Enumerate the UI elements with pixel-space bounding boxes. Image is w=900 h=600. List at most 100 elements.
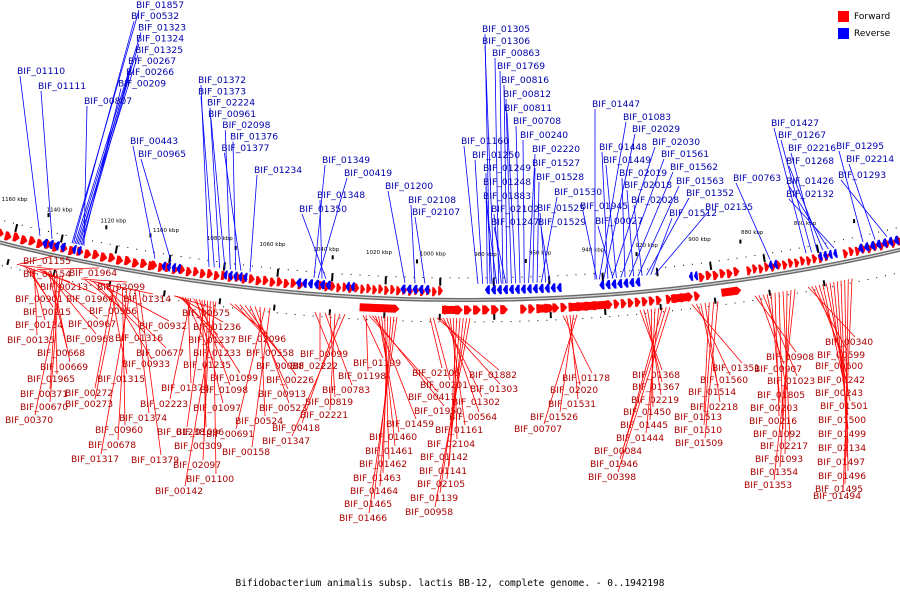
leader-line-reverse [80,77,130,246]
gene-reverse [238,272,243,282]
gene-forward [390,285,396,295]
gene-forward [752,264,758,274]
gene-label-reverse: BIF_01883 [483,191,531,202]
leader-line-reverse [773,127,807,254]
gene-reverse [233,271,238,281]
gene-label-forward: BIF_00242 [817,375,865,386]
gene-label-forward: BIF_01368 [632,370,680,381]
leader-line-reverse [541,196,558,283]
leader-line-reverse [848,163,876,240]
leader-line-reverse [532,167,536,283]
leader-line-forward [89,280,154,295]
gene-reverse [538,283,544,293]
gene-label-forward: BIF_02096 [238,334,286,345]
gene-forward [19,235,28,245]
gene-forward [641,297,648,307]
gene-forward [665,294,672,304]
leader-line-forward [198,299,231,386]
leader-line-reverse [74,32,142,244]
gene-reverse [893,235,900,245]
leader-line-reverse [387,190,406,284]
gene-forward [283,278,290,288]
leader-line-forward [436,317,500,371]
gene-label-reverse: BIF_01376 [230,132,278,143]
gene-reverse [424,285,430,295]
leader-line-forward [543,314,578,425]
leader-line-forward [773,289,796,481]
gene-label-forward: BIF_01374 [119,413,167,424]
gene-label-reverse: BIF_01350 [299,204,347,215]
leader-line-forward [619,307,667,460]
tick-label: 860 kbp [794,221,817,227]
gene-label-forward: BIF_00600 [815,361,863,372]
leader-line-reverse [598,121,627,280]
gene-reverse [556,283,562,293]
gene-reverse [350,282,355,292]
tick-mark-inner [604,308,607,315]
gene-forward [473,305,481,315]
gene-label-forward: BIF_01509 [675,438,723,449]
gene-forward [123,255,132,266]
gene-label-forward: BIF_01023 [767,376,815,387]
leader-line-forward [822,284,846,389]
gene-label-forward: BIF_01510 [674,425,722,436]
gene-forward [758,264,764,274]
leader-line-reverse [232,141,237,271]
map-title: Bifidobacterium animalis subsp. lactis B… [235,578,665,589]
leader-line-forward [235,307,266,430]
leader-line-forward [758,295,785,365]
leader-line-reverse [605,164,617,279]
gene-label-forward: BIF_01531 [548,399,596,410]
gene-reverse [418,285,424,294]
gene-forward [115,255,124,265]
gene-label-reverse: BIF_01306 [482,36,530,47]
gene-forward [570,300,611,312]
gene-forward [528,304,536,314]
gene-reverse [319,280,326,290]
gene-reverse [400,284,406,294]
leader-line-forward [704,302,721,403]
gene-label-forward: BIF_01805 [757,390,805,401]
gene-label-reverse: BIF_01200 [385,181,433,192]
gene-forward [441,305,462,314]
gene-label-forward: BIF_01097 [193,403,241,414]
gene-reverse [42,238,49,248]
gene-label-forward: BIF_00309 [174,441,222,452]
gene-reverse [887,236,894,247]
leader-line-forward [94,285,115,389]
leader-line-reverse [83,105,88,246]
gene-forward [396,286,402,296]
gene-label-forward: BIF_00213 [40,282,88,293]
gene-reverse [833,248,838,258]
tick-mark [276,268,280,277]
leader-line-reverse [788,185,829,250]
gene-forward [199,269,206,279]
marker [105,225,108,230]
gene-label-reverse: BIF_00027 [595,216,643,227]
marker [47,213,50,218]
gene-reverse [295,278,302,288]
gene-label-forward: BIF_00669 [40,362,88,373]
leader-line-reverse [628,171,674,278]
gene-forward [372,285,378,295]
gene-label-forward: BIF_01497 [817,457,865,468]
gene-label-reverse: BIF_01305 [482,24,530,35]
gene-forward [763,262,770,272]
gene-forward [262,275,269,285]
leader-line-forward [134,289,150,414]
gene-forward [185,267,192,277]
leader-line-forward [703,301,715,426]
tick-label: 1000 kbp [420,252,446,258]
leader-line-forward [100,288,132,455]
leader-line-forward [202,300,211,461]
gene-reverse [863,242,870,252]
gene-label-reverse: BIF_01267 [778,130,826,141]
tick-label: 920 kbp [635,243,658,249]
gene-label-forward: BIF_01093 [755,454,803,465]
gene-forward [131,258,140,268]
gene-label-reverse: BIF_01449 [603,155,651,166]
leader-line-reverse [654,211,709,275]
gene-label-reverse: BIF_00267 [128,56,176,67]
tick-label: 960 kbp [529,251,552,257]
